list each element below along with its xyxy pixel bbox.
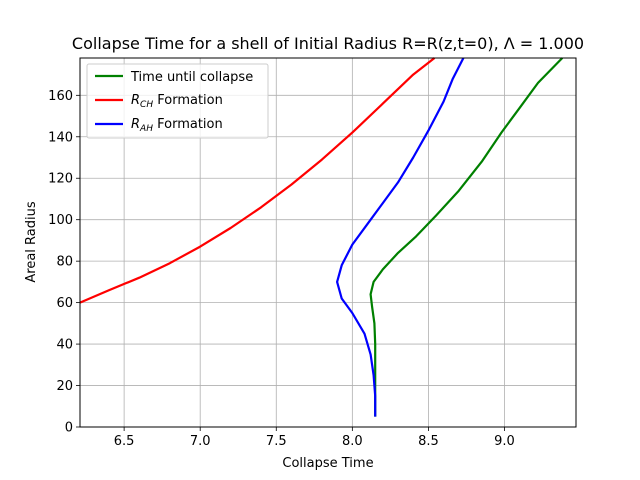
x-tick-label: 8.5 (418, 434, 439, 449)
plot-frame (79, 57, 577, 428)
legend-label-rch-rest: Formation (153, 93, 223, 108)
y-axis: 0 20 40 60 80 100 120 140 160 (48, 89, 80, 436)
series-line-collapse (369, 57, 564, 417)
x-tick-label: 9.0 (494, 434, 515, 449)
legend-label-rch: RCH Formation (131, 93, 223, 110)
legend-label-collapse: Time until collapse (130, 70, 253, 85)
legend-label-rah-sub: AH (139, 124, 153, 134)
y-tick-label: 160 (48, 89, 73, 104)
x-tick-label: 6.5 (114, 434, 135, 449)
legend-box (86, 63, 269, 139)
x-tick-label: 7.5 (266, 434, 287, 449)
y-tick-label: 20 (56, 379, 73, 394)
y-tick-label: 140 (48, 130, 73, 145)
y-axis-label: Areal Radius (24, 201, 39, 282)
x-tick-label: 7.0 (190, 434, 211, 449)
series-line-rah (336, 57, 465, 417)
y-tick-label: 40 (56, 338, 73, 353)
x-axis-label: Collapse Time (282, 456, 373, 471)
legend-label-rah-rest: Formation (153, 117, 223, 132)
legend-label-rah-base: R (131, 117, 140, 132)
grid (80, 58, 576, 428)
y-tick-label: 100 (48, 213, 73, 228)
x-tick-label: 8.0 (342, 434, 363, 449)
x-axis: 6.5 7.0 7.5 8.0 8.5 9.0 (114, 427, 515, 449)
legend-label-rah: RAH Formation (131, 117, 223, 134)
y-tick-label: 80 (56, 255, 73, 270)
y-tick-label: 120 (48, 172, 73, 187)
chart-title: Collapse Time for a shell of Initial Rad… (72, 34, 584, 53)
legend-label-rch-base: R (131, 93, 140, 108)
series-line-rch (79, 57, 436, 304)
legend: Time until collapse RCH Formation RAH Fo… (86, 63, 269, 139)
y-tick-label: 60 (56, 296, 73, 311)
plot-lines (79, 57, 564, 417)
y-tick-label: 0 (65, 421, 73, 436)
legend-label-rch-sub: CH (140, 100, 153, 110)
